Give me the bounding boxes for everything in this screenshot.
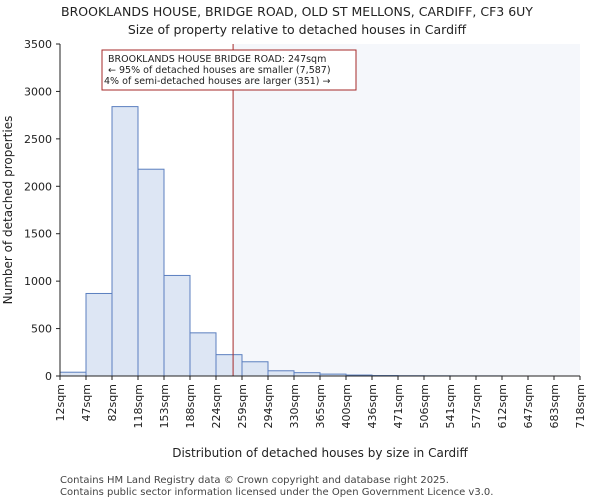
annotation-box: BROOKLANDS HOUSE BRIDGE ROAD: 247sqm ← 9…: [101, 49, 357, 91]
x-tick-label: 506sqm: [418, 384, 431, 428]
chart-title: BROOKLANDS HOUSE, BRIDGE ROAD, OLD ST ME…: [61, 4, 533, 19]
x-tick-label: 82sqm: [106, 384, 119, 421]
y-tick-label: 3500: [24, 38, 52, 51]
footer-line-2: Contains public sector information licen…: [60, 487, 493, 498]
x-tick-label: 541sqm: [444, 384, 457, 428]
x-tick-label: 400sqm: [340, 384, 353, 428]
x-axis-label: Distribution of detached houses by size …: [172, 446, 468, 460]
y-axis-ticks: 0 500 1000 1500 2000 2500 3000 3500: [24, 38, 60, 383]
x-tick-label: 471sqm: [392, 384, 405, 428]
y-tick-label: 0: [45, 370, 52, 383]
x-tick-label: 647sqm: [522, 384, 535, 428]
bar-259sqm: [241, 361, 269, 377]
x-tick-label: 365sqm: [314, 384, 327, 428]
x-tick-label: 12sqm: [54, 384, 67, 421]
annotation-line-2: ← 95% of detached houses are smaller (7,…: [108, 65, 331, 76]
bar-188sqm: [189, 332, 217, 377]
bar-224sqm: [215, 354, 243, 377]
y-tick-label: 2500: [24, 133, 52, 146]
x-tick-label: 188sqm: [184, 384, 197, 428]
bar-47sqm: [85, 292, 113, 377]
x-tick-label: 294sqm: [262, 384, 275, 428]
y-tick-label: 500: [31, 323, 52, 336]
bar-153sqm: [163, 274, 191, 377]
larger-region-shade: [233, 44, 581, 376]
x-tick-label: 118sqm: [132, 384, 145, 428]
bar-12sqm: [59, 371, 87, 377]
y-tick-label: 1000: [24, 275, 52, 288]
x-tick-label: 153sqm: [158, 384, 171, 428]
x-tick-label: 224sqm: [210, 384, 223, 428]
bar-294sqm: [267, 370, 295, 377]
y-tick-label: 2000: [24, 180, 52, 193]
annotation-line-1: BROOKLANDS HOUSE BRIDGE ROAD: 247sqm: [108, 54, 326, 65]
y-tick-label: 3000: [24, 85, 52, 98]
x-tick-label: 612sqm: [496, 384, 509, 428]
annotation-line-3: 4% of semi-detached houses are larger (3…: [104, 76, 331, 87]
x-tick-label: 47sqm: [80, 384, 93, 421]
y-tick-label: 1500: [24, 228, 52, 241]
x-tick-label: 718sqm: [574, 384, 587, 428]
plot-background: [233, 44, 581, 376]
x-tick-label: 259sqm: [236, 384, 249, 428]
y-axis-label: Number of detached properties: [1, 116, 15, 305]
x-tick-label: 330sqm: [288, 384, 301, 428]
bar-series: [59, 106, 503, 377]
bar-82sqm: [111, 106, 139, 377]
x-tick-label: 436sqm: [366, 384, 379, 428]
bar-118sqm: [137, 168, 165, 377]
x-tick-label: 683sqm: [548, 384, 561, 428]
chart-subtitle: Size of property relative to detached ho…: [128, 22, 467, 37]
x-tick-label: 577sqm: [470, 384, 483, 428]
footer-line-1: Contains HM Land Registry data © Crown c…: [60, 475, 449, 486]
x-axis-ticks: 12sqm 47sqm 82sqm 118sqm 153sqm 188sqm 224sqm 2…: [54, 376, 587, 428]
